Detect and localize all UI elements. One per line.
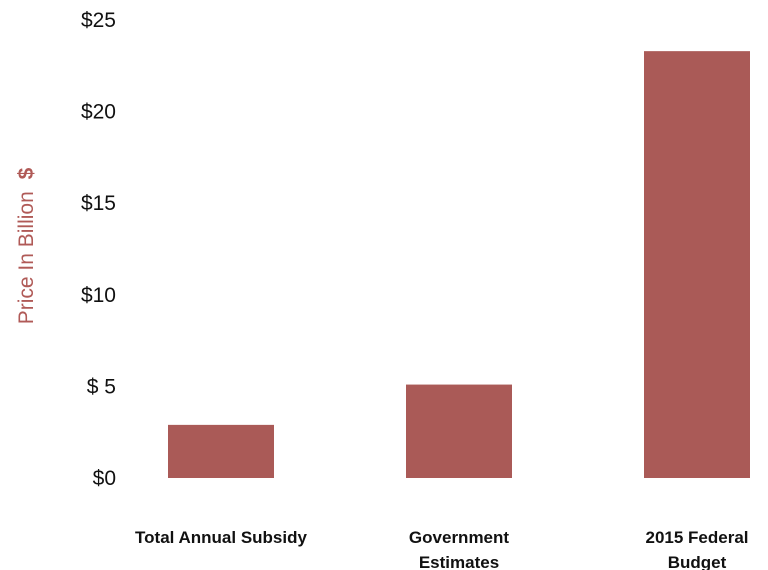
x-category-label: 2015 Federal Budget — [645, 528, 748, 570]
y-tick-label: $25 — [81, 9, 116, 32]
y-tick-label: $15 — [81, 192, 116, 215]
x-category-label: Government Estimates — [409, 528, 509, 570]
x-category-label-line: Budget — [668, 553, 727, 570]
x-category-label-line: Government — [409, 528, 509, 547]
y-axis-ticks: $0 $ 5 $10 $15 $20 $25 — [81, 9, 116, 490]
y-tick-label: $0 — [93, 467, 116, 490]
x-category-label-line: Total Annual Subsidy — [135, 528, 307, 547]
y-tick-label: $ 5 — [87, 375, 116, 398]
bar — [168, 424, 274, 478]
y-axis-label-unit: $ — [15, 167, 38, 179]
x-category-label: Total Annual Subsidy — [135, 528, 307, 547]
y-axis-label-text: Price In Billion — [15, 191, 38, 324]
y-axis-label: Price In Billion $ — [15, 167, 38, 324]
bar — [406, 384, 512, 478]
y-tick-label: $10 — [81, 284, 116, 307]
y-tick-label: $20 — [81, 101, 116, 124]
bar — [644, 51, 750, 478]
x-category-label-line: 2015 Federal — [645, 528, 748, 547]
category-labels: Total Annual Subsidy Government Estimates 2… — [135, 528, 748, 570]
x-category-label-line: Estimates — [419, 553, 499, 570]
bars — [168, 51, 750, 478]
